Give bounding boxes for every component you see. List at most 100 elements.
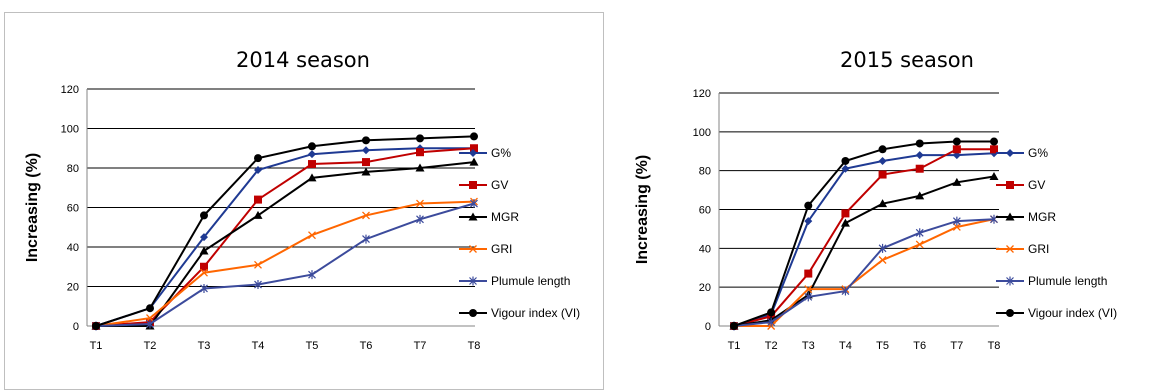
- chart2-legend-plumule-length-label: Plumule length: [1028, 274, 1107, 288]
- chart2-series-vigour-index-vi: [730, 137, 998, 330]
- chart1-y-tick-20: 20: [67, 282, 79, 294]
- chart2-series-plumule-length-line: [733, 218, 995, 327]
- chart-2015-season: 2015 season Increasing (%) 0 20 40 60 80 100 120…: [610, 12, 1172, 390]
- chart2-series-plumule-length-point-t5: [878, 243, 887, 253]
- chart2-series-g-point-t4: [841, 164, 850, 173]
- chart1-legend-plumule-length-label: Plumule length: [491, 274, 570, 288]
- chart1-series-mgr-line: [96, 161, 475, 327]
- chart1-series-mgr-point-t3: [199, 246, 209, 255]
- chart1-y-tick-0: 0: [73, 321, 79, 333]
- chart1-series-vigour-index-vi-line: [95, 135, 475, 327]
- chart2-legend-gri-label: GRI: [1028, 242, 1049, 256]
- chart2-legend-plumule-length: Plumule length: [996, 274, 1107, 288]
- chart2-legend-gv: GV: [996, 178, 1045, 192]
- chart2-series-plumule-length-point-t3: [804, 292, 813, 302]
- chart1-series-gv-point-t6: [362, 158, 370, 167]
- chart1-series-plumule-length-point-t6: [362, 234, 370, 244]
- chart1-series-gri-point-t4: [254, 260, 262, 269]
- chart1-y-tick-60: 60: [67, 203, 79, 215]
- chart2-legend-g: G%: [996, 146, 1048, 160]
- chart1-x-tick-t4: T4: [252, 340, 265, 352]
- chart2-series-plumule-length-point-t4: [841, 286, 850, 296]
- chart2-series-vigour-index-vi-point-t2: [767, 308, 776, 317]
- chart2-series-vigour-index-vi-point-t3: [804, 201, 813, 210]
- chart2-series-plumule-length-point-t2: [767, 317, 776, 327]
- chart1-series-gri-point-t6: [362, 211, 370, 220]
- chart1-legend-gri-marker: [469, 245, 477, 253]
- chart2-series-gv-point-t7: [952, 145, 961, 154]
- chart1-series-plumule-length-point-t2: [146, 319, 154, 329]
- chart-2014-svg: 2014 season Increasing (%) 0 20 40 60 80 100 120…: [24, 48, 580, 352]
- chart2-series-mgr-point-t6: [915, 191, 925, 200]
- chart2-series-plumule-length-point-t7: [952, 216, 961, 226]
- chart2-series-gv-point-t5: [878, 170, 887, 179]
- chart1-legend-gri-label: GRI: [491, 242, 512, 256]
- chart1-y-tick-100: 100: [61, 124, 79, 136]
- chart1-x-tick-t2: T2: [144, 340, 157, 352]
- chart2-legend-gv-marker: [1006, 181, 1014, 189]
- chart1-legend-plumule-length: Plumule length: [459, 274, 570, 288]
- chart1-series-vigour-index-vi-point-t8: [470, 132, 478, 141]
- chart2-legend-mgr: MGR: [996, 210, 1056, 224]
- chart2-y-tick-40: 40: [699, 243, 711, 255]
- chart1-series-mgr-point-t4: [253, 210, 263, 219]
- chart2-series-gv-point-t6: [915, 164, 924, 173]
- chart2-y-tick-100: 100: [693, 127, 711, 139]
- chart2-series-vigour-index-vi-point-t4: [841, 156, 850, 165]
- chart1-series-mgr-point-t6: [361, 167, 371, 176]
- chart1-series-plumule-length-point-t7: [416, 214, 424, 224]
- chart2-x-tick-t4: T4: [839, 340, 852, 352]
- chart1-series-mgr-point-t7: [415, 163, 425, 172]
- chart1-series-gv-point-t5: [308, 160, 316, 169]
- chart1-series-vigour-index-vi-point-t4: [254, 154, 262, 163]
- chart2-series-vigour-index-vi-point-t6: [915, 139, 924, 148]
- chart2-x-tick-t3: T3: [802, 340, 815, 352]
- chart2-series-vigour-index-vi-line: [733, 140, 994, 327]
- chart2-y-tick-80: 80: [699, 166, 711, 178]
- chart2-legend-gv-label: GV: [1028, 178, 1045, 192]
- chart1-series-mgr-point-t5: [307, 173, 317, 182]
- chart2-series-mgr-point-t8: [989, 171, 999, 180]
- chart2-series-mgr-line: [733, 175, 995, 327]
- chart1-x-tick-t6: T6: [360, 340, 373, 352]
- chart1-series-vigour-index-vi: [92, 132, 478, 330]
- chart2-series-gv-point-t4: [841, 209, 850, 218]
- chart2-series-vigour-index-vi-point-t1: [730, 322, 738, 330]
- chart1-series-vigour-index-vi-point-t6: [362, 136, 370, 145]
- chart1-legend-gv-marker: [469, 181, 477, 189]
- chart2-series-gv-point-t3: [804, 269, 813, 278]
- chart2-x-tick-t2: T2: [765, 340, 778, 352]
- chart1-x-tick-t7: T7: [414, 340, 427, 352]
- chart2-x-tick-t7: T7: [950, 340, 963, 352]
- chart2-series-g-point-t6: [915, 151, 924, 160]
- chart2-legend-mgr-marker: [1005, 212, 1015, 221]
- chart1-series-gri-line: [95, 200, 475, 327]
- chart1-legend-mgr-marker: [468, 212, 478, 221]
- chart2-x-tick-t5: T5: [876, 340, 889, 352]
- chart2-series-plumule-length-point-t6: [915, 228, 924, 238]
- chart1-legend-vigour-index-vi: Vigour index (VI): [459, 306, 580, 320]
- chart2-series-vigour-index-vi-point-t5: [878, 145, 887, 154]
- chart1-legend-gv: GV: [459, 178, 508, 192]
- chart2-series-gri-point-t6: [915, 240, 924, 249]
- chart2-series-mgr-point-t7: [952, 177, 962, 186]
- chart1-y-tick-40: 40: [67, 242, 79, 254]
- chart2-series-g: [730, 149, 998, 330]
- chart2-series-mgr: [729, 171, 999, 330]
- chart2-y-tick-120: 120: [693, 88, 711, 100]
- chart2-series-gri-point-t3: [804, 285, 813, 294]
- chart2-legend-g-label: G%: [1028, 146, 1048, 160]
- chart2-series-g-line: [733, 152, 995, 327]
- chart2-series-gri-line: [734, 218, 995, 327]
- chart1-series-g-point-t5: [308, 150, 316, 159]
- chart1-x-tick-t5: T5: [306, 340, 319, 352]
- chart1-series-gri-point-t2: [146, 314, 154, 323]
- chart1-legend-g: G%: [459, 146, 511, 160]
- chart1-series-g: [92, 144, 478, 330]
- chart2-legend-gri: GRI: [996, 242, 1049, 256]
- chart1-series-plumule-length-point-t4: [254, 280, 262, 290]
- chart2-legend-vigour-index-vi-label: Vigour index (VI): [1028, 306, 1117, 320]
- chart2-series-gri-point-t5: [878, 256, 887, 264]
- chart2-legend-vigour-index-vi-marker: [1006, 309, 1014, 317]
- chart2-y-tick-20: 20: [699, 282, 711, 294]
